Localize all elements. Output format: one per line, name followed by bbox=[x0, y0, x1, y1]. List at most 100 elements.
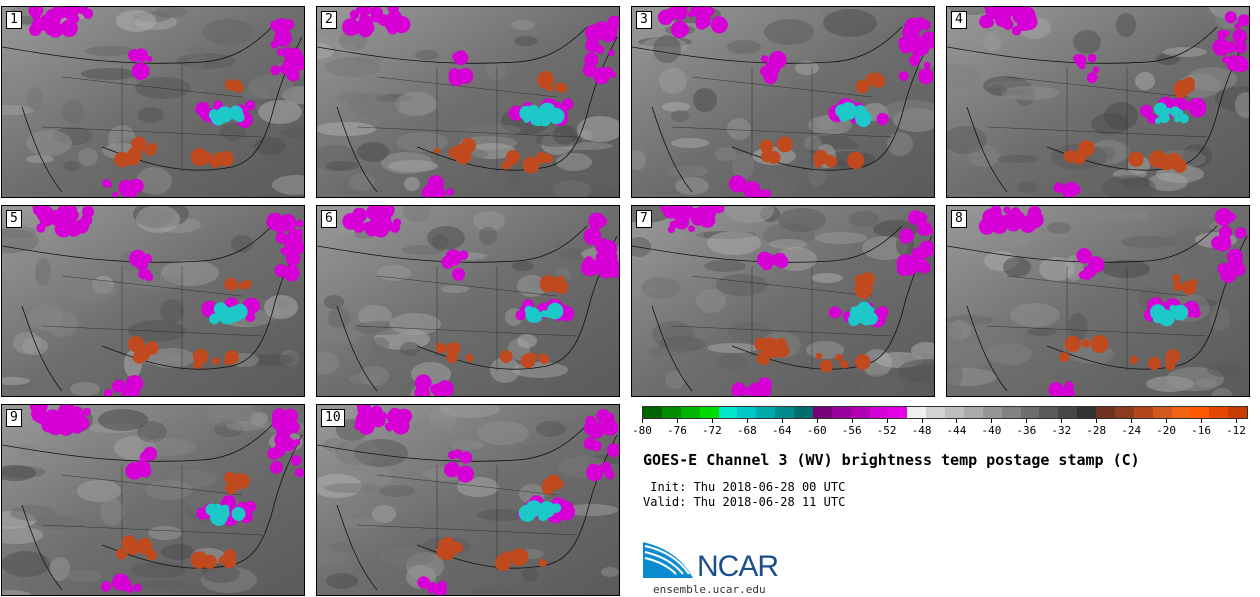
colorbar-segment bbox=[1077, 407, 1096, 418]
tick-label: -72 bbox=[701, 424, 722, 437]
colorbar-segment bbox=[775, 407, 794, 418]
colorbar-segment bbox=[794, 407, 813, 418]
wv-map bbox=[2, 405, 304, 595]
colorbar-segment bbox=[1171, 407, 1191, 418]
postage-stamp: 10 bbox=[316, 404, 620, 596]
tick-label: -40 bbox=[981, 424, 1002, 437]
colorbar-segment bbox=[963, 407, 983, 418]
tick-mark bbox=[991, 419, 993, 423]
colorbar-segment bbox=[1133, 407, 1153, 418]
colorbar-segment bbox=[982, 407, 1002, 418]
colorbar-segment bbox=[869, 407, 889, 418]
postage-stamp: 2 bbox=[316, 6, 620, 198]
wv-map bbox=[632, 206, 934, 396]
colorbar-segment bbox=[1039, 407, 1059, 418]
colorbar-segment bbox=[1209, 407, 1229, 418]
tick-label: -12 bbox=[1226, 424, 1246, 437]
tick-mark bbox=[956, 419, 958, 423]
colorbar-segment bbox=[1096, 407, 1115, 418]
wv-map bbox=[317, 405, 619, 595]
tick-mark bbox=[711, 419, 713, 423]
tick-label: -24 bbox=[1121, 424, 1142, 437]
tick-label: -48 bbox=[911, 424, 932, 437]
colorbar-segment bbox=[1152, 407, 1172, 418]
init-time: Init: Thu 2018-06-28 00 UTC bbox=[643, 480, 846, 494]
colorbar-segment bbox=[1228, 407, 1247, 418]
tick-mark bbox=[1026, 419, 1028, 423]
colorbar-segment bbox=[1001, 407, 1021, 418]
colorbar-segment bbox=[812, 407, 832, 418]
postage-stamp: 4 bbox=[946, 6, 1250, 198]
member-number: 7 bbox=[636, 210, 652, 228]
tick-mark bbox=[1061, 419, 1063, 423]
colorbar-segment bbox=[661, 407, 681, 418]
colorbar-segment bbox=[699, 407, 719, 418]
wv-map bbox=[947, 206, 1249, 396]
member-number: 5 bbox=[6, 210, 22, 228]
colorbar-segment bbox=[680, 407, 700, 418]
postage-stamp: 7 bbox=[631, 205, 935, 397]
colorbar-segment bbox=[1058, 407, 1078, 418]
colorbar-segment bbox=[926, 407, 945, 418]
tick-label: -16 bbox=[1191, 424, 1211, 437]
member-number: 2 bbox=[321, 11, 337, 29]
postage-stamp: 5 bbox=[1, 205, 305, 397]
wv-map bbox=[632, 7, 934, 197]
tick-label: -60 bbox=[806, 424, 827, 437]
tick-mark bbox=[781, 419, 783, 423]
postage-stamp: 8 bbox=[946, 205, 1250, 397]
ncar-logo-text: NCAR bbox=[697, 550, 779, 583]
tick-mark bbox=[1096, 419, 1098, 423]
wv-map bbox=[317, 7, 619, 197]
colorbar-segment bbox=[907, 407, 927, 418]
figure-title: GOES-E Channel 3 (WV) brightness temp po… bbox=[643, 451, 1140, 469]
member-number: 8 bbox=[951, 210, 967, 228]
wv-map bbox=[2, 7, 304, 197]
tick-label: -20 bbox=[1156, 424, 1177, 437]
wv-map bbox=[317, 206, 619, 396]
ncar-logo-icon bbox=[643, 542, 693, 578]
member-number: 1 bbox=[6, 11, 22, 29]
colorbar-segment bbox=[888, 407, 908, 418]
colorbar-segment bbox=[643, 407, 662, 418]
tick-mark bbox=[1131, 419, 1133, 423]
colorbar-segment bbox=[1114, 407, 1134, 418]
tick-mark bbox=[816, 419, 818, 423]
tick-mark bbox=[1236, 419, 1237, 423]
colorbar-segment bbox=[1020, 407, 1040, 418]
member-number: 4 bbox=[951, 11, 967, 29]
colorbar-ticks: -80 -76 -72 -68 -64 -60 -56 -52 -48 -44 -40 -36 -32 -… bbox=[632, 419, 1248, 439]
tick-label: -36 bbox=[1016, 424, 1037, 437]
colorbar-segment bbox=[945, 407, 964, 418]
colorbar-segment bbox=[718, 407, 738, 418]
colorbar-segment bbox=[850, 407, 870, 418]
tick-label: -44 bbox=[946, 424, 967, 437]
colorbar bbox=[642, 406, 1248, 419]
tick-label: -56 bbox=[841, 424, 862, 437]
tick-label: -80 bbox=[632, 424, 652, 437]
tick-label: -28 bbox=[1086, 424, 1107, 437]
tick-mark bbox=[642, 419, 643, 423]
tick-label: -64 bbox=[771, 424, 792, 437]
postage-stamp: 3 bbox=[631, 6, 935, 198]
valid-time: Valid: Thu 2018-06-28 11 UTC bbox=[643, 495, 846, 509]
tick-mark bbox=[676, 419, 678, 423]
colorbar-segment bbox=[1190, 407, 1210, 418]
colorbar-segment bbox=[737, 407, 757, 418]
member-number: 9 bbox=[6, 409, 22, 427]
wv-map bbox=[2, 206, 304, 396]
tick-mark bbox=[1166, 419, 1168, 423]
tick-label: -76 bbox=[667, 424, 687, 437]
tick-mark bbox=[746, 419, 748, 423]
tick-label: -52 bbox=[876, 424, 897, 437]
tick-label: -32 bbox=[1051, 424, 1072, 437]
tick-mark bbox=[921, 419, 923, 423]
tick-label: -68 bbox=[736, 424, 757, 437]
tick-mark bbox=[851, 419, 853, 423]
tick-mark bbox=[1201, 419, 1203, 423]
tick-mark bbox=[886, 419, 888, 423]
postage-stamp: 9 bbox=[1, 404, 305, 596]
postage-stamp: 6 bbox=[316, 205, 620, 397]
site-url: ensemble.ucar.edu bbox=[653, 583, 766, 596]
wv-map bbox=[947, 7, 1249, 197]
